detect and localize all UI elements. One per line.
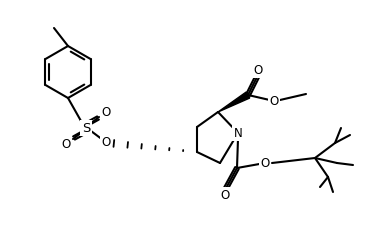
Text: O: O <box>61 138 70 150</box>
Text: O: O <box>269 95 279 107</box>
Text: O: O <box>253 63 263 77</box>
Text: O: O <box>101 105 110 119</box>
Polygon shape <box>218 92 250 112</box>
Text: S: S <box>82 122 90 134</box>
Text: O: O <box>220 189 230 201</box>
Text: O: O <box>260 156 270 170</box>
Text: N: N <box>234 127 242 139</box>
Text: O: O <box>101 136 110 148</box>
